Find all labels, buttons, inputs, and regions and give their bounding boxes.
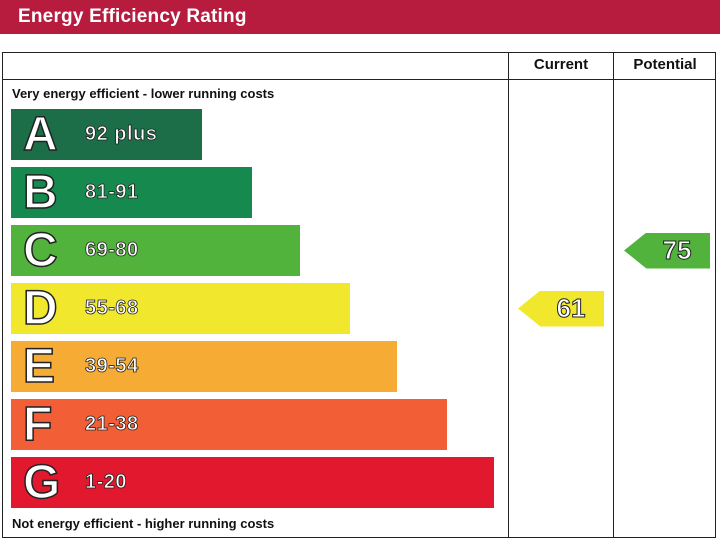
band-range: 55-68 xyxy=(85,297,139,320)
band-e: E 39-54 xyxy=(11,341,397,392)
band-f: F 21-38 xyxy=(11,399,447,450)
band-g: G 1-20 xyxy=(11,457,494,508)
band-letter: C xyxy=(22,223,58,277)
potential-column-header: Potential xyxy=(633,56,697,73)
header-divider xyxy=(2,79,716,80)
band-letter: B xyxy=(22,165,58,219)
band-range: 39-54 xyxy=(85,355,139,378)
bottom-caption: Not energy efficient - higher running co… xyxy=(12,516,275,531)
current-rating-arrow: 61 xyxy=(518,290,604,327)
current-rating-value: 61 xyxy=(556,293,586,324)
current-column-divider xyxy=(508,52,509,538)
rating-frame xyxy=(2,52,716,538)
title-bar: Energy Efficiency Rating xyxy=(0,0,720,34)
band-range: 69-80 xyxy=(85,239,139,262)
band-letter: E xyxy=(22,339,56,393)
band-b: B 81-91 xyxy=(11,167,252,218)
top-caption: Very energy efficient - lower running co… xyxy=(12,86,275,101)
band-letter: A xyxy=(22,107,58,161)
band-letter: D xyxy=(22,281,58,335)
band-letter: G xyxy=(22,455,61,509)
potential-column-divider xyxy=(613,52,614,538)
band-d: D 55-68 xyxy=(11,283,350,334)
band-range: 21-38 xyxy=(85,413,139,436)
potential-rating-value: 75 xyxy=(662,235,692,266)
band-range: 1-20 xyxy=(85,471,128,494)
band-range: 92 plus xyxy=(85,123,158,146)
band-c: C 69-80 xyxy=(11,225,300,276)
band-range: 81-91 xyxy=(85,181,139,204)
current-column-header: Current xyxy=(533,56,589,73)
band-a: A 92 plus xyxy=(11,109,202,160)
band-letter: F xyxy=(22,397,53,451)
chart-title: Energy Efficiency Rating xyxy=(18,6,247,27)
